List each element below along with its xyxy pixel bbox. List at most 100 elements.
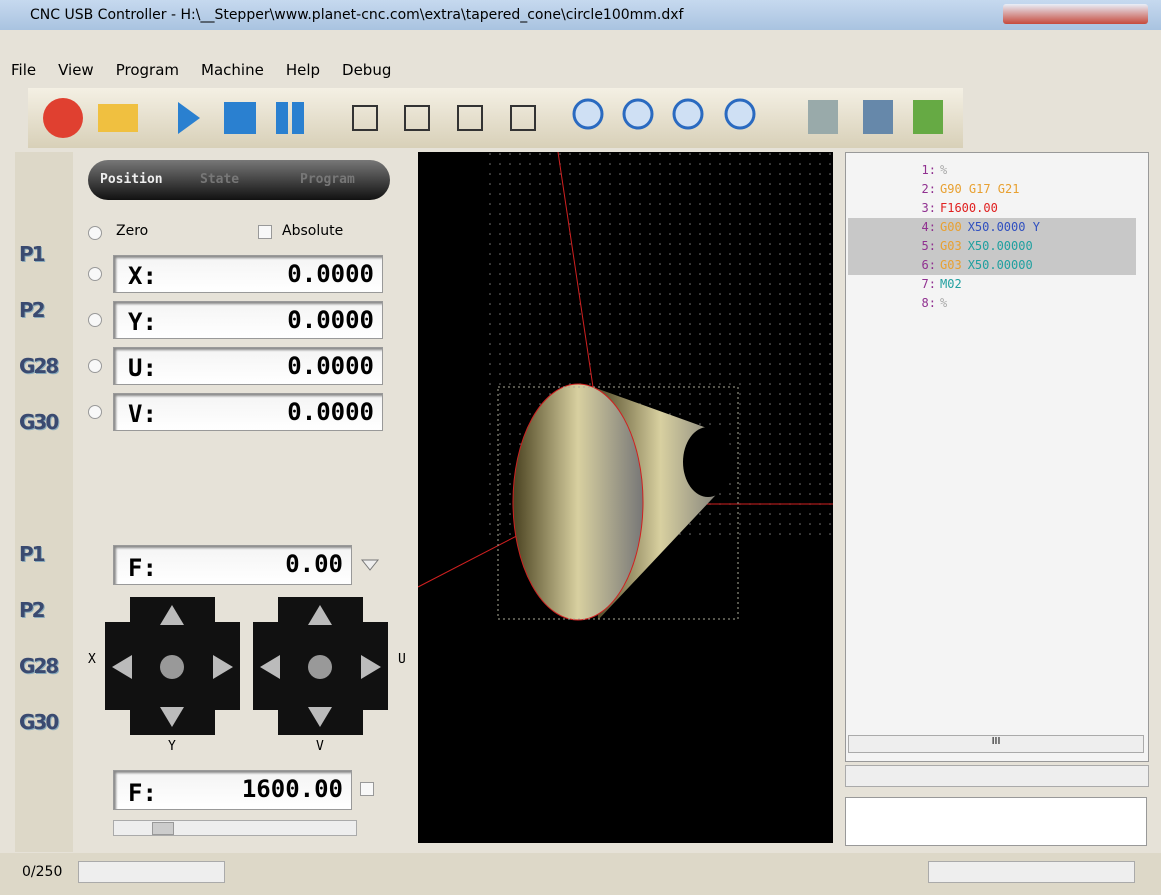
progress	[928, 861, 1135, 883]
sidebar-button[interactable]: G28	[19, 654, 59, 678]
sidebar-button[interactable]: P1	[19, 542, 46, 566]
sidebar-button[interactable]: G28	[19, 354, 59, 378]
axis-value: 0.0000	[287, 260, 374, 288]
line-number: 5:	[921, 239, 936, 253]
token: X50.00000	[967, 239, 1033, 253]
line-number: 2:	[921, 182, 936, 196]
menu-item[interactable]: Help	[285, 61, 321, 79]
token: G90 G17 G21	[940, 182, 1020, 196]
axis-box: Y: 0.0000	[113, 301, 383, 339]
radio[interactable]	[88, 313, 102, 327]
sidebar: P1 P2 G28 G30 P1 P2 G28 G30	[15, 152, 73, 852]
token: X50.0000 Y	[967, 220, 1040, 234]
tab[interactable]: State	[200, 172, 240, 187]
line-text: G03 X50.00000	[940, 237, 1039, 256]
menu-item[interactable]: Debug	[342, 61, 392, 79]
feed-override-box: F: 1600.00	[113, 770, 352, 810]
axis-label: V:	[128, 400, 157, 428]
sidebar-button[interactable]: P1	[19, 242, 46, 266]
tab[interactable]: Position	[100, 172, 163, 187]
window-title: CNC USB Controller - H:\__Stepper\www.pl…	[30, 7, 684, 23]
code-line[interactable]: 3: F1600.00	[848, 199, 1136, 218]
feed-box: F: 0.00	[113, 545, 352, 585]
sidebar-button[interactable]: G30	[19, 410, 59, 434]
line-number: 3:	[921, 201, 936, 215]
token: %	[940, 163, 948, 177]
radio[interactable]	[88, 226, 102, 240]
tab[interactable]: Program	[300, 172, 355, 187]
code-line[interactable]: 6: G03 X50.00000	[848, 256, 1136, 275]
menu-item[interactable]: View	[58, 61, 94, 79]
menu-bar: File View Program Machine Help Debug	[0, 55, 1161, 85]
axis-label: U:	[128, 354, 157, 382]
code-line[interactable]: 5: G03 X50.00000	[848, 237, 1136, 256]
token: M02	[940, 277, 962, 291]
jog-pads[interactable]: X Y U V	[80, 595, 410, 755]
token: G03	[940, 258, 962, 272]
line-text: G03 X50.00000	[940, 256, 1039, 275]
line-number: 4:	[921, 220, 936, 234]
axis-box: X: 0.0000	[113, 255, 383, 293]
line-number: 6:	[921, 258, 936, 272]
tab-bar: Position State Program	[88, 160, 390, 200]
token: F1600.00	[940, 201, 998, 215]
line-text: G00 X50.0000 Y	[940, 218, 1046, 237]
code-line[interactable]: 8:%	[848, 294, 1136, 313]
progress	[78, 861, 225, 883]
axis-label: Y:	[128, 308, 157, 336]
menu-item[interactable]: Program	[115, 61, 180, 79]
line-text: %	[940, 161, 953, 180]
code-line[interactable]: 4: G00 X50.0000 Y	[848, 218, 1136, 237]
line-text: %	[940, 294, 953, 313]
token: %	[940, 296, 948, 310]
token: G00	[940, 220, 962, 234]
jog-label: Y	[168, 739, 176, 754]
line-text: M02	[940, 275, 968, 294]
window-controls[interactable]	[1003, 4, 1148, 24]
axis-box: U: 0.0000	[113, 347, 383, 385]
sidebar-button[interactable]: P2	[19, 298, 46, 322]
feed-value: 0.00	[285, 550, 343, 578]
checkbox[interactable]	[360, 782, 374, 796]
axis-value: 0.0000	[287, 398, 374, 426]
token: G03	[940, 239, 962, 253]
scrollbar[interactable]	[845, 765, 1149, 787]
toolbar	[28, 88, 963, 148]
jog-label: X	[88, 652, 96, 667]
jog-label: U	[398, 652, 406, 667]
viewport-3d[interactable]	[418, 152, 833, 843]
toolbar-icons	[43, 98, 943, 138]
title-bar: CNC USB Controller - H:\__Stepper\www.pl…	[0, 0, 1161, 30]
feed-override-label: F:	[128, 779, 157, 807]
scroll-grip: III	[991, 736, 1001, 747]
scrollbar[interactable]	[113, 820, 357, 836]
menu-item[interactable]: Machine	[201, 61, 264, 79]
dropdown[interactable]	[360, 558, 380, 572]
line-text: G90 G17 G21	[940, 180, 1025, 199]
line-number: 1:	[921, 163, 936, 177]
status-bar: 0/250	[0, 853, 1161, 895]
sidebar-button[interactable]: G30	[19, 710, 59, 734]
feed-override-value: 1600.00	[241, 775, 343, 803]
axis-value: 0.0000	[287, 352, 374, 380]
radio[interactable]	[88, 359, 102, 373]
message-box	[845, 797, 1147, 846]
status-count: 0/250	[22, 864, 63, 880]
jog-label: V	[316, 739, 324, 754]
radio[interactable]	[88, 405, 102, 419]
absolute-label: Absolute	[282, 223, 344, 239]
scrollbar[interactable]: III	[848, 735, 1144, 753]
checkbox[interactable]	[258, 225, 272, 239]
code-line[interactable]: 2: G90 G17 G21	[848, 180, 1136, 199]
axis-label: X:	[128, 262, 157, 290]
code-line[interactable]: 1:%	[848, 161, 1136, 180]
line-text: F1600.00	[940, 199, 1004, 218]
code-listing: III 1:% 2: G90 G17 G21 3: F1600.00 4: G00 X50.00…	[845, 152, 1149, 762]
radio[interactable]	[88, 267, 102, 281]
axis-value: 0.0000	[287, 306, 374, 334]
code-line[interactable]: 7: M02	[848, 275, 1136, 294]
sidebar-button[interactable]: P2	[19, 598, 46, 622]
line-number: 8:	[921, 296, 936, 310]
menu-item[interactable]: File	[11, 61, 37, 79]
